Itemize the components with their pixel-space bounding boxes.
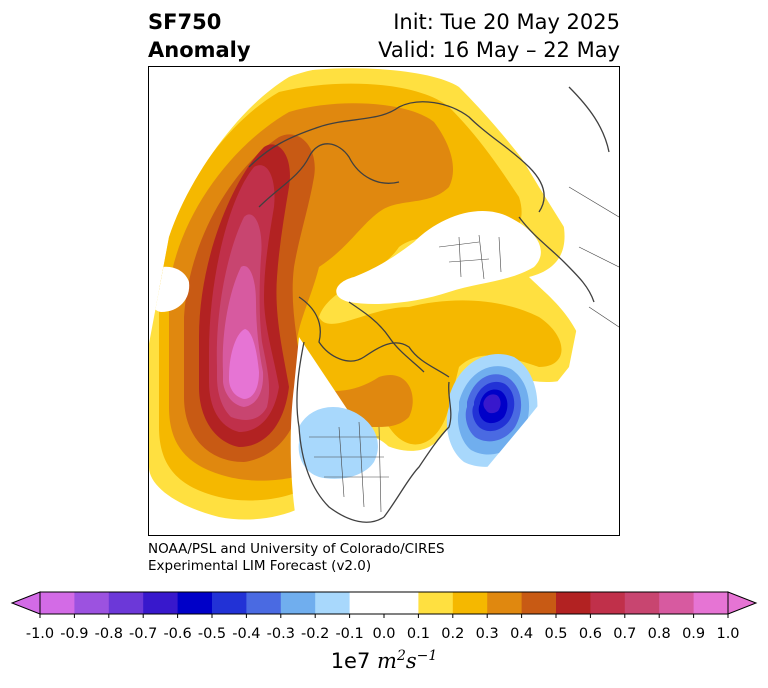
colorbar-segment	[384, 592, 419, 614]
colorbar-segment	[452, 592, 488, 614]
colorbar-segment	[590, 592, 626, 614]
state-borders	[309, 186, 619, 513]
colorbar-tick-label: -0.4	[232, 626, 261, 642]
colorbar-segment	[659, 592, 694, 614]
colorbar-segment	[246, 592, 282, 614]
colorbar-tick-label: 0.5	[544, 626, 568, 642]
colorbar-tick-label: -0.6	[163, 626, 192, 642]
colorbar-segment	[556, 592, 591, 614]
variable-type: Anomaly	[148, 38, 251, 62]
colorbar-tick-label: -0.2	[301, 626, 330, 642]
contour-neg-0.1-west-us	[298, 407, 378, 479]
credit-line-2: Experimental LIM Forecast (v2.0)	[148, 558, 372, 574]
near-zero-us	[290, 337, 479, 535]
unit-m: m	[377, 649, 397, 673]
data-credit: NOAA/PSL and University of Colorado/CIRE…	[148, 541, 445, 575]
coastlines	[248, 86, 610, 523]
colorbar-tick-label: -1.0	[25, 626, 55, 642]
colorbar-tick-label: -0.9	[60, 626, 89, 642]
init-date: Init: Tue 20 May 2025	[393, 10, 620, 34]
colorbar-segment	[693, 592, 729, 614]
colorbar-tick-label: -0.7	[129, 626, 158, 642]
contour-neg-0.6	[483, 394, 501, 414]
colorbar-segment	[349, 592, 385, 614]
credit-line-1: NOAA/PSL and University of Colorado/CIRE…	[148, 541, 445, 557]
anomaly-map	[149, 68, 619, 535]
colorbar-segment	[315, 592, 350, 614]
colorbar-extend-low	[10, 591, 41, 615]
contour-0.9	[229, 329, 259, 399]
colorbar-segment	[280, 592, 316, 614]
colorbar-tick-label: 0.4	[510, 626, 534, 642]
colorbar-tick-label: 0.8	[647, 626, 671, 642]
colorbar-segment	[418, 592, 454, 614]
colorbar-tick-label: 0.7	[613, 626, 637, 642]
near-zero-arctic	[336, 211, 541, 304]
colorbar-tick-label: -0.1	[335, 626, 364, 642]
unit-s: s	[405, 649, 417, 673]
colorbar-tick-label: -0.8	[94, 626, 123, 642]
colorbar-segment	[143, 592, 178, 614]
variable-name: SF750	[148, 10, 222, 34]
unit-m-exponent: 2	[396, 648, 406, 664]
valid-range: Valid: 16 May – 22 May	[378, 38, 620, 62]
colorbar-tick-label: 0.3	[475, 626, 499, 642]
colorbar-tick-label: -0.5	[197, 626, 227, 642]
colorbar-extend-high	[727, 591, 758, 615]
colorbar-tick-label: 0.1	[406, 626, 430, 642]
colorbar-segment	[212, 592, 247, 614]
colorbar-tick-label: 0.2	[441, 626, 465, 642]
colorbar-segment	[177, 592, 213, 614]
map-title: SF750 Anomaly	[148, 8, 251, 64]
unit-base: 1e7	[330, 649, 371, 673]
colorbar-segment	[487, 592, 522, 614]
colorbar-tick-label: 0.6	[578, 626, 602, 642]
colorbar	[10, 591, 758, 618]
colorbar-segment	[74, 592, 110, 614]
colorbar-tick-label: 0.0	[372, 626, 396, 642]
colorbar-segment	[521, 592, 557, 614]
map-panel	[148, 66, 620, 536]
colorbar-tick-label: -0.3	[266, 626, 295, 642]
forecast-dates: Init: Tue 20 May 2025 Valid: 16 May – 22…	[378, 8, 620, 64]
unit-s-exponent: −1	[416, 648, 438, 664]
colorbar-segment	[40, 592, 75, 614]
colorbar-units: 1e7 m2s−1	[331, 648, 438, 673]
colorbar-segment	[624, 592, 660, 614]
anomaly-fill	[149, 68, 589, 535]
colorbar-tick-label: 0.9	[682, 626, 706, 642]
colorbar-tick-label: 1.0	[716, 626, 740, 642]
colorbar-segment	[108, 592, 144, 614]
